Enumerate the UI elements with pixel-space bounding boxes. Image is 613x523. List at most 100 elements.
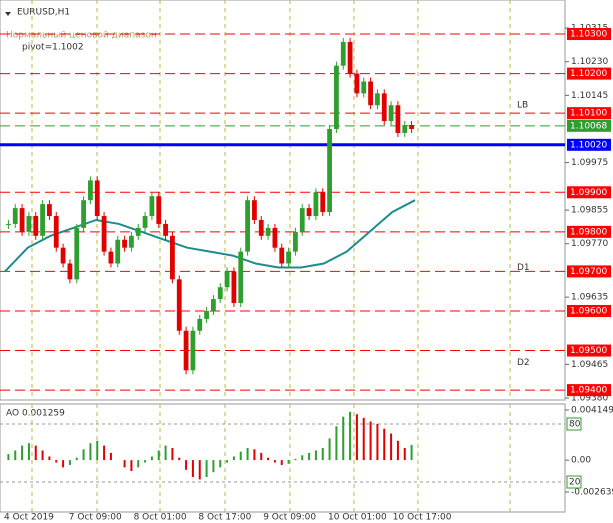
candle: [402, 125, 408, 133]
ao-bar: [294, 458, 297, 461]
candle: [258, 219, 264, 236]
candle: [340, 41, 346, 66]
level-label: 1.10068: [570, 121, 607, 131]
level-label: 1.10200: [570, 69, 607, 79]
ao-bar: [7, 454, 10, 461]
ao-bar: [75, 457, 78, 461]
level-box: [567, 138, 611, 151]
candle: [347, 41, 353, 74]
candle: [265, 227, 271, 236]
candle: [334, 65, 339, 129]
x-tick-label: 10 Oct 17:00: [393, 513, 452, 523]
x-tick-label: 10 Oct 01:00: [328, 513, 387, 523]
level-label: 1.09600: [570, 306, 607, 316]
ao-bar: [68, 460, 71, 465]
pivot-name: D1: [517, 263, 530, 273]
candle: [183, 330, 189, 371]
candle: [217, 287, 223, 300]
level-label: 1.10020: [570, 140, 607, 150]
candle: [26, 216, 32, 232]
ao-bar: [226, 460, 229, 463]
symbol: EURUSD,H1: [17, 8, 70, 18]
ao-bar: [27, 443, 30, 461]
ao-bar: [260, 452, 263, 461]
candle: [74, 227, 80, 280]
collapse-icon[interactable]: [5, 12, 11, 16]
ao-level-box: [566, 475, 582, 489]
candle: [299, 208, 305, 232]
ao-bar: [198, 460, 201, 480]
level-label: 1.10300: [570, 30, 607, 40]
ao-bar: [349, 411, 352, 461]
candle: [88, 180, 93, 201]
ao-bar: [314, 450, 317, 461]
ao-bar: [301, 455, 304, 461]
level-label: 1.09500: [570, 346, 607, 356]
candle: [101, 216, 107, 252]
candle: [115, 239, 121, 264]
pivot-name: D2: [517, 358, 530, 368]
candle: [306, 208, 312, 217]
ao-bar: [96, 440, 99, 461]
candle: [163, 223, 168, 236]
y-tick-label: 1.09380: [571, 394, 608, 404]
level-box: [567, 186, 611, 199]
ao-bar: [342, 416, 345, 461]
candle: [238, 251, 244, 304]
x-tick-label: 8 Oct 01:00: [134, 513, 187, 523]
candle: [252, 200, 257, 220]
ao-bar: [308, 452, 311, 461]
candle: [272, 227, 278, 248]
candle: [108, 251, 114, 264]
ao-bar: [144, 460, 147, 463]
candle: [286, 251, 291, 264]
candle: [170, 235, 175, 280]
ao-bar: [123, 460, 126, 468]
candle: [190, 330, 196, 371]
candle: [156, 196, 162, 224]
y-tick-label: 1.10145: [571, 91, 608, 101]
candle: [122, 239, 127, 248]
ao-bar: [171, 448, 174, 461]
level-label: 1.09800: [570, 227, 607, 237]
ao-level-box: [566, 417, 582, 431]
y-tick-label: 1.10230: [571, 57, 608, 67]
candle: [6, 223, 11, 225]
level-box: [567, 225, 611, 238]
ao-tick-label: -0.002639: [571, 487, 613, 497]
candle: [293, 231, 298, 252]
ao-tick-label: 0.00: [571, 456, 591, 466]
ao-bar: [191, 460, 194, 478]
candle: [395, 105, 401, 133]
candle: [211, 299, 216, 311]
y-tick-label: 1.09465: [571, 360, 608, 370]
candle: [129, 235, 134, 248]
ao-bar: [321, 448, 324, 461]
y-tick-label: 1.09975: [571, 158, 608, 168]
ao-level-label: 80: [569, 420, 581, 430]
ao-bar: [390, 433, 393, 461]
level-box: [567, 384, 611, 397]
level-box: [567, 344, 611, 357]
candle: [224, 271, 230, 288]
ao-bar: [383, 428, 386, 461]
ao-bar: [396, 440, 399, 461]
candle: [231, 271, 237, 304]
candle: [40, 204, 45, 236]
ao-bar: [137, 460, 140, 468]
ao-tick-label: 0.004149: [571, 406, 613, 416]
level-box: [567, 265, 611, 278]
ao-bar: [62, 460, 65, 468]
ao-bar: [14, 450, 17, 461]
ao-bar: [205, 460, 208, 478]
candle: [81, 200, 86, 228]
candle: [33, 216, 39, 236]
candle: [313, 192, 319, 217]
ao-bar: [219, 460, 222, 468]
candle: [361, 81, 367, 94]
candle: [94, 180, 100, 217]
candle: [245, 200, 250, 252]
ao-bar: [287, 460, 290, 464]
ao-bar: [34, 445, 37, 461]
